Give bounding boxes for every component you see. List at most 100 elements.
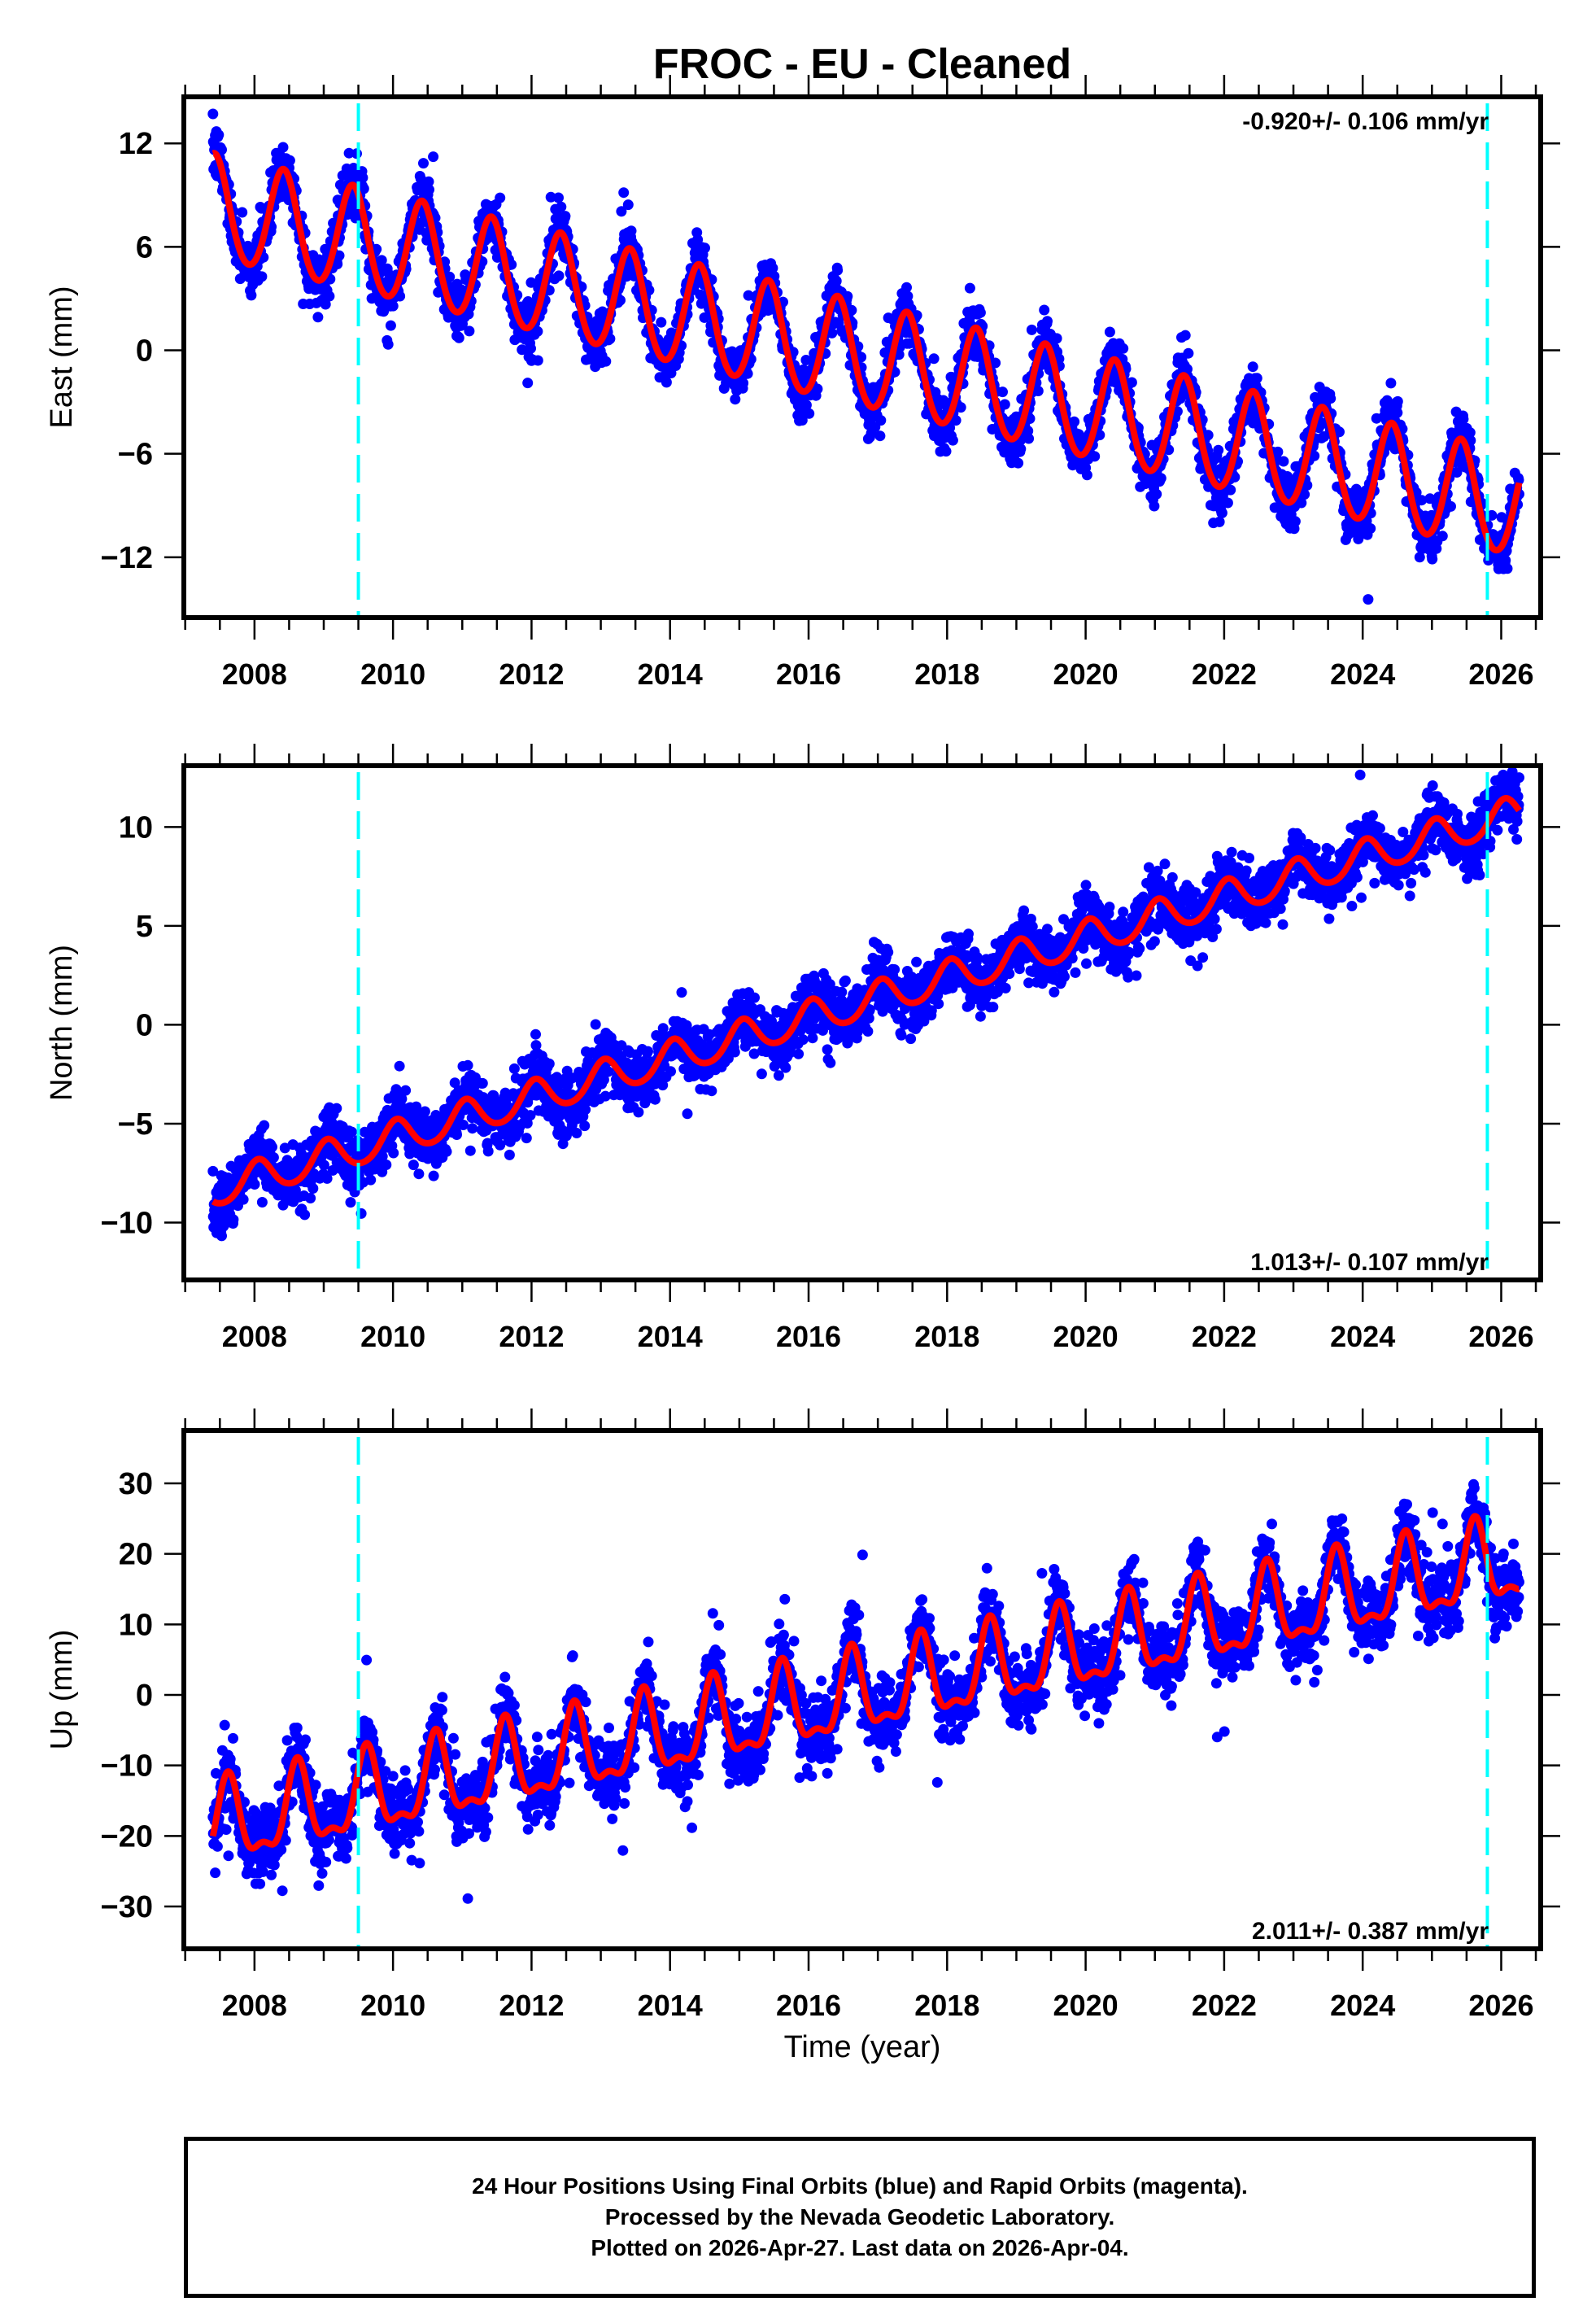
data-point: [467, 1123, 478, 1134]
data-point: [597, 306, 608, 317]
data-point: [1213, 444, 1224, 456]
data-point: [343, 147, 355, 159]
data-point: [522, 378, 534, 389]
data-point: [875, 415, 887, 426]
data-point: [395, 290, 406, 302]
data-point: [1023, 433, 1035, 444]
data-point: [428, 1170, 439, 1181]
x-tick-label: 2010: [360, 657, 425, 691]
data-point: [997, 387, 1008, 398]
panel-north: 2008 2010 2012 2014 2016 2018 2020 2022 2024 2026…: [45, 744, 1560, 1353]
data-point: [1214, 516, 1225, 527]
data-point: [530, 1029, 541, 1040]
data-point: [676, 987, 687, 998]
x-tick-label: 2016: [776, 657, 841, 691]
data-point: [216, 1230, 227, 1242]
data-point: [284, 155, 295, 166]
data-point: [1247, 361, 1258, 373]
data-point: [1251, 373, 1262, 384]
data-point: [553, 270, 565, 282]
data-point: [482, 1146, 494, 1157]
data-point: [579, 1120, 591, 1132]
data-point: [532, 355, 543, 366]
data-point: [525, 277, 537, 288]
data-point: [451, 1129, 462, 1140]
data-point: [738, 378, 749, 389]
data-point: [259, 1120, 270, 1131]
data-point: [324, 290, 335, 302]
data-point: [665, 1066, 676, 1077]
data-point: [1042, 316, 1053, 327]
y-tick-label: −6: [118, 438, 153, 472]
data-point: [504, 1149, 515, 1160]
data-point: [320, 299, 331, 310]
x-tick-label: 2022: [1192, 657, 1257, 691]
data-point: [1427, 553, 1438, 565]
data-point: [616, 206, 627, 217]
data-point: [332, 259, 343, 269]
data-point: [730, 394, 741, 405]
data-point: [256, 271, 268, 282]
data-point: [742, 368, 753, 379]
data-point: [633, 1107, 644, 1118]
x-tick-label: 2024: [1330, 657, 1395, 691]
x-tick-label: 2008: [222, 657, 287, 691]
data-point: [1026, 324, 1037, 335]
data-point: [307, 1183, 319, 1194]
data-point: [1104, 326, 1115, 338]
y-tick-label: −12: [101, 541, 153, 575]
data-point: [590, 1019, 601, 1030]
data-point: [458, 1120, 469, 1130]
data-point: [831, 275, 842, 286]
data-point: [418, 158, 429, 169]
data-point: [656, 317, 667, 328]
data-point: [428, 151, 439, 163]
data-point: [1051, 333, 1062, 344]
data-point: [237, 207, 248, 218]
data-point: [238, 1194, 249, 1205]
data-point: [408, 1160, 419, 1171]
data-point: [692, 234, 704, 245]
data-point: [947, 435, 958, 446]
data-point: [1392, 407, 1403, 418]
data-point: [357, 172, 368, 183]
data-point: [441, 1146, 452, 1157]
data-point: [1015, 443, 1027, 455]
data-point: [626, 225, 637, 237]
data-point: [1278, 456, 1289, 467]
data-point: [615, 295, 626, 306]
data-point: [553, 192, 564, 203]
data-point: [643, 1046, 653, 1057]
data-point: [543, 1058, 555, 1069]
data-point: [521, 1133, 532, 1144]
data-point: [1385, 378, 1397, 389]
data-point: [365, 1174, 377, 1186]
data-point: [246, 290, 257, 301]
data-point: [1437, 531, 1448, 542]
data-point: [413, 1168, 425, 1180]
data-point: [382, 338, 394, 350]
data-point: [999, 399, 1010, 410]
data-point: [299, 1209, 311, 1221]
data-point: [1126, 377, 1137, 388]
data-point: [351, 148, 362, 159]
data-point: [804, 408, 815, 419]
data-point: [267, 1142, 277, 1153]
data-point: [312, 312, 324, 323]
data-point: [385, 320, 396, 331]
data-point: [1272, 446, 1284, 457]
data-point: [700, 242, 710, 254]
data-point: [661, 377, 672, 388]
data-point: [928, 353, 940, 365]
data-point: [525, 343, 536, 354]
data-point: [975, 307, 986, 318]
data-point: [556, 201, 567, 212]
data-point: [464, 1145, 476, 1156]
data-point: [249, 1179, 260, 1190]
data-point: [618, 187, 630, 199]
data-point: [1289, 516, 1301, 527]
data-point: [1039, 304, 1050, 316]
data-point: [832, 264, 844, 276]
data-point: [604, 333, 616, 344]
